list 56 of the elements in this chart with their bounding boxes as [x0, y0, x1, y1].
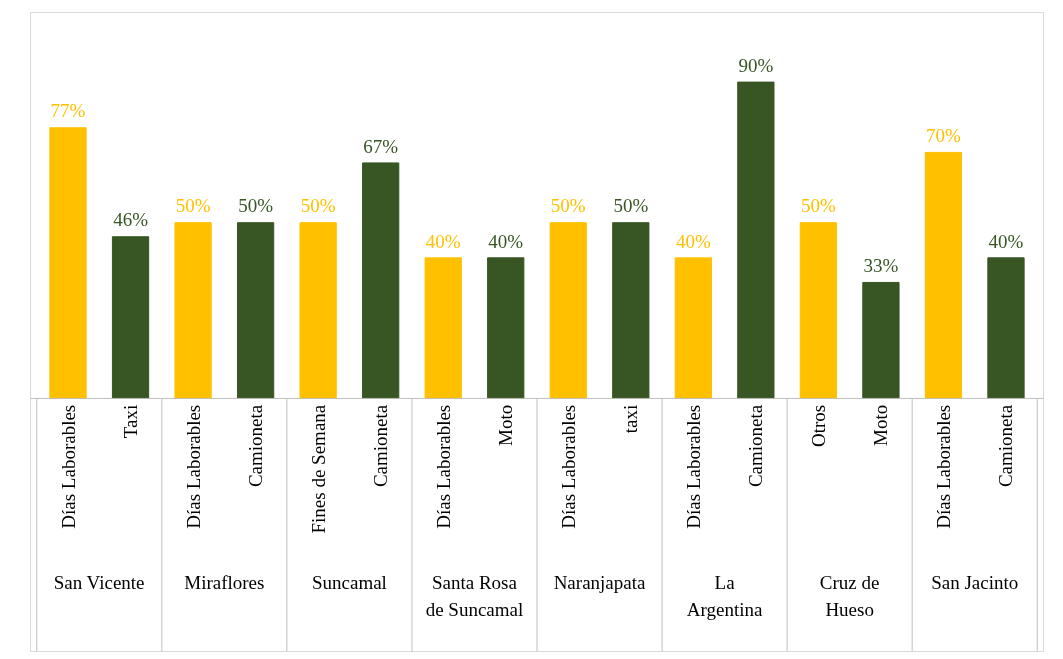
x-tick-label: Moto — [870, 404, 892, 446]
data-label: 33% — [863, 255, 899, 277]
text: Cruz de Hueso — [819, 572, 880, 620]
bar — [424, 257, 462, 399]
data-label: 70% — [926, 125, 962, 147]
bar — [49, 127, 87, 399]
x-tick-label: Días Laborables — [557, 404, 579, 529]
text: San Vicente — [53, 572, 145, 594]
x-tick-label: Moto — [495, 404, 517, 446]
x-tick-label: Camioneta — [995, 404, 1017, 488]
text: Suncamal — [311, 572, 387, 594]
x-tick-label: Días Laborables — [57, 404, 79, 529]
x-tick-label: Fines de Semana — [307, 404, 329, 534]
text: La Argentina — [686, 572, 763, 620]
data-label: 40% — [988, 230, 1024, 252]
bar — [111, 236, 150, 399]
x-tick-label: Otros — [807, 404, 829, 447]
x-tick-label: Camioneta — [745, 404, 767, 488]
data-label: 90% — [738, 54, 774, 76]
x-tick-label: Camioneta — [245, 404, 267, 488]
bar — [487, 257, 525, 399]
data-label: 50% — [613, 195, 649, 217]
x-tick-label: Días Laborables — [682, 404, 704, 529]
data-label: 40% — [425, 230, 461, 252]
x-tick-label: Días Laborables — [932, 404, 954, 529]
x-tick-label: Camioneta — [370, 404, 392, 488]
bar — [612, 222, 650, 399]
data-label: 50% — [550, 195, 586, 217]
bar — [987, 257, 1025, 399]
bar — [737, 81, 775, 399]
text: Santa Rosa de Suncamal — [425, 572, 524, 620]
data-label: 50% — [300, 195, 336, 217]
bar — [549, 222, 587, 399]
data-label: 46% — [113, 209, 149, 231]
data-label: 77% — [50, 100, 86, 122]
data-label: 40% — [488, 230, 524, 252]
bar — [862, 281, 900, 399]
data-label: 40% — [675, 230, 711, 252]
bar — [174, 222, 212, 399]
bar — [799, 222, 838, 399]
text: San Jacinto — [931, 572, 1019, 594]
x-tick-label: Días Laborables — [182, 404, 204, 529]
bar — [362, 162, 400, 399]
x-tick-label: taxi — [620, 404, 642, 434]
data-label: 50% — [800, 195, 836, 217]
text: Naranjapata — [553, 572, 646, 594]
x-tick-label: Taxi — [120, 404, 142, 439]
bar — [924, 151, 963, 399]
data-label: 50% — [238, 195, 274, 217]
data-label: 67% — [363, 135, 399, 157]
x-tick-label: Días Laborables — [432, 404, 454, 529]
bar — [299, 222, 337, 399]
bar — [236, 222, 275, 399]
text: Miraflores — [184, 572, 265, 594]
bar — [674, 257, 712, 399]
data-label: 50% — [175, 195, 211, 217]
